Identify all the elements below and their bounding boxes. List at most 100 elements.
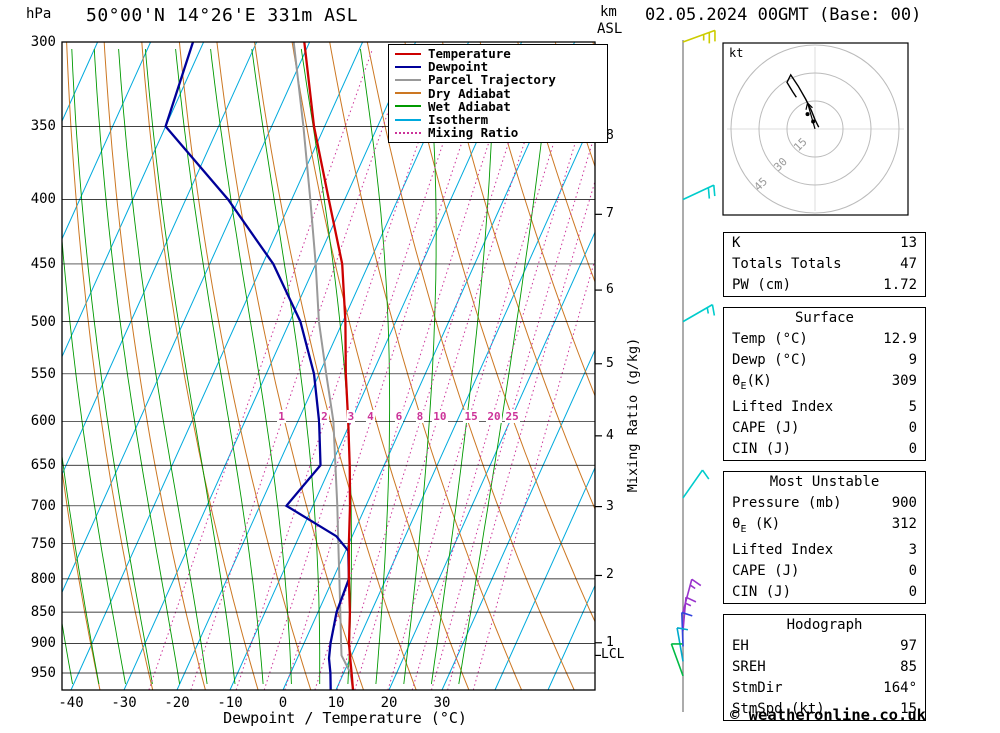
legend-label: Wet Adiabat <box>428 98 511 114</box>
wind-barb-column <box>670 29 716 712</box>
wet-adiabat-line <box>62 452 100 685</box>
table-row: SREH 85 <box>724 657 925 678</box>
table-row-value: 3 <box>908 541 917 558</box>
mixing-ratio-line <box>336 50 539 690</box>
hodograph-dot <box>805 112 810 117</box>
dry-adiabat-line <box>479 42 595 398</box>
dry-adiabat-line <box>178 42 312 690</box>
wet-adiabat-line <box>175 48 264 685</box>
isotherm-line <box>62 42 311 594</box>
table-row: Totals Totals 47 <box>724 254 925 275</box>
table-row-label: θE (K) <box>732 515 781 535</box>
plot-border <box>61 41 596 691</box>
table-row-value: 0 <box>908 562 917 579</box>
wet-adiabat-line <box>93 48 181 685</box>
table-row-value: 85 <box>900 658 917 675</box>
mixing-ratio-line <box>431 132 595 690</box>
table-row: K 13 <box>724 233 925 254</box>
legend-label: Dewpoint <box>428 59 489 75</box>
legend-item: Temperature <box>395 46 601 61</box>
storm-motion-arrow <box>806 102 816 130</box>
isotherm-line <box>70 42 364 690</box>
isotherm-line <box>388 231 595 690</box>
table-row: PW (cm) 1.72 <box>724 275 925 296</box>
isotherm-line <box>0 42 45 690</box>
table-row-value: 15 <box>900 700 917 717</box>
legend-line-sample <box>395 65 421 68</box>
legend-label: Dry Adiabat <box>428 85 511 101</box>
mixing-ratio-line <box>235 50 450 690</box>
skewt-background <box>0 42 595 690</box>
wet-adiabat-line <box>359 48 391 685</box>
legend-label: Parcel Trajectory <box>428 72 556 88</box>
table-row-label: K <box>732 235 741 251</box>
mixing-ratio-line <box>263 50 475 690</box>
table-row-label: CAPE (J) <box>732 562 800 579</box>
table-row-label: Temp (°C) <box>732 331 808 347</box>
mixing-ratio-line <box>284 50 493 690</box>
isotherm-line <box>62 42 152 241</box>
mixing-ratio-axis-title: Mixing Ratio (g/kg) <box>625 337 641 493</box>
table-row-value: 9 <box>908 352 917 368</box>
isotherm-line <box>62 42 205 358</box>
temperature-curve <box>303 42 355 690</box>
table-title: Most Unstable <box>769 473 880 490</box>
stats-table-surface: Surface Temp (°C) 12.9 Dewp (°C) 9 θE(K) 309 Li… <box>723 307 926 461</box>
table-row: Lifted Index 3 <box>724 540 925 561</box>
table-row: StmSpd (kt) 15 <box>724 699 925 720</box>
legend-line-sample <box>395 131 421 134</box>
table-row-label: EH <box>732 637 749 654</box>
table-row: CAPE (J) 0 <box>724 418 925 439</box>
hodograph-ring <box>730 44 900 214</box>
legend: Temperature Dewpoint Parcel Trajectory Dry … <box>388 44 608 144</box>
indices-panel: K 13 Totals Totals 47 PW (cm) 1.72 Surface Temp… <box>723 232 926 721</box>
table-row: CAPE (J) 0 <box>724 561 925 582</box>
dry-adiabat-line <box>103 42 206 690</box>
run-title: 02.05.2024 00GMT (Base: 00) <box>645 5 922 25</box>
table-row-value: 1.72 <box>883 277 917 293</box>
dry-adiabat-line <box>216 42 364 690</box>
table-row-label: Totals Totals <box>732 256 842 272</box>
dewpoint-curve <box>164 42 351 690</box>
table-row: Temp (°C) 12.9 <box>724 329 925 350</box>
table-row: CIN (J) 0 <box>724 582 925 603</box>
dry-adiabat-line <box>62 466 101 690</box>
table-row-value: 5 <box>908 398 917 415</box>
legend-item: Dry Adiabat <box>395 85 601 101</box>
legend-line-sample <box>395 118 421 121</box>
legend-item: Parcel Trajectory <box>395 72 601 88</box>
legend-label: Mixing Ratio <box>428 125 519 141</box>
table-row-label: CIN (J) <box>732 440 792 457</box>
table-row-label: StmDir <box>732 679 783 696</box>
table-row-value: 13 <box>900 235 917 251</box>
wet-adiabat-line <box>251 48 321 684</box>
legend-item: Mixing Ratio <box>395 125 601 141</box>
table-row-label: Lifted Index <box>732 398 834 415</box>
wet-adiabat-line <box>403 48 437 685</box>
isotherm-line <box>62 42 258 476</box>
isotherm-line <box>494 466 595 690</box>
table-row: Lifted Index 5 <box>724 397 925 418</box>
wet-adiabat-line <box>458 48 553 685</box>
dry-adiabat-line <box>329 42 523 690</box>
isotherm-line <box>123 42 417 690</box>
wet-adiabat-line <box>430 48 495 685</box>
wind-barb <box>682 596 697 632</box>
stats-table-hodograph: Hodograph EH 97 SREH 85 StmDir 164° StmSpd (kt)… <box>723 613 926 721</box>
hodograph-ring <box>758 72 872 186</box>
legend-item: Isotherm <box>395 112 601 127</box>
table-row-value: 900 <box>891 494 917 511</box>
table-row-value: 12.9 <box>883 331 917 347</box>
mixing-ratio-line <box>411 77 595 690</box>
table-row: Pressure (mb) 900 <box>724 493 925 514</box>
wind-barb <box>682 29 716 44</box>
dry-adiabat-line <box>254 42 417 690</box>
table-row-label: θE(K) <box>732 373 772 392</box>
legend-item: Wet Adiabat <box>395 98 601 114</box>
wind-barb <box>682 469 710 499</box>
wet-adiabat-line <box>144 48 236 685</box>
isotherm-line <box>176 42 470 690</box>
